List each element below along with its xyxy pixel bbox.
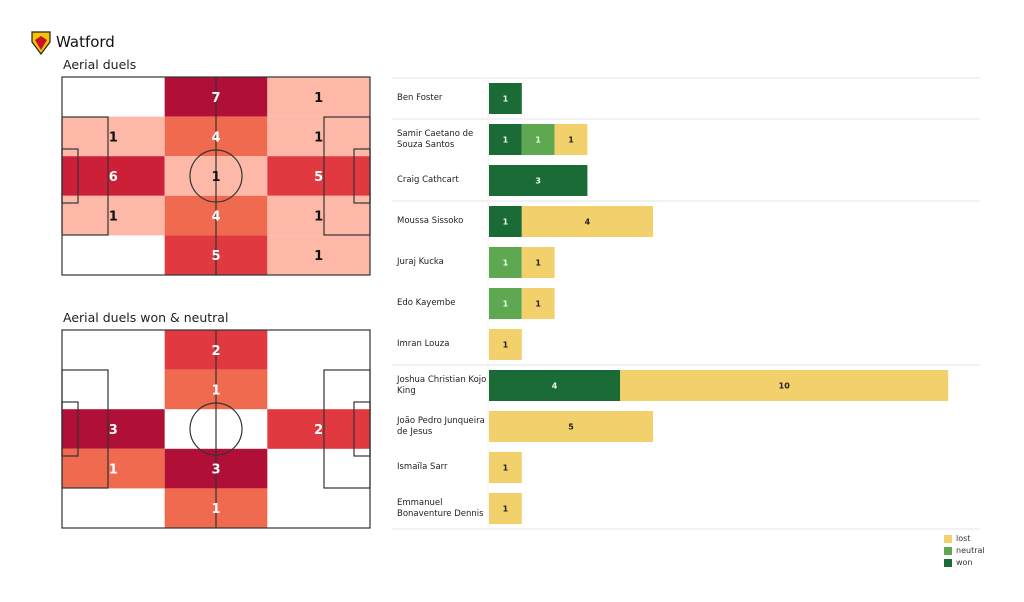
heat-cell bbox=[62, 156, 165, 196]
bar-lost-value: 4 bbox=[585, 218, 591, 227]
bar-neutral-value: 1 bbox=[535, 136, 541, 145]
legend-item-won: won bbox=[944, 558, 973, 567]
bar-lost bbox=[620, 370, 949, 401]
legend-label: won bbox=[956, 558, 973, 567]
bar-won-value: 3 bbox=[535, 177, 541, 186]
heat-cell bbox=[62, 116, 165, 157]
bar-neutral bbox=[521, 124, 555, 155]
bar-lost bbox=[489, 493, 522, 524]
heat-cell-value: 4 bbox=[211, 210, 220, 225]
bar-lost-value: 1 bbox=[535, 300, 541, 309]
heat-cell-value: 5 bbox=[314, 170, 323, 185]
bar-lost bbox=[521, 206, 653, 237]
player-name: Joshua Christian Kojo King bbox=[397, 374, 487, 396]
bar-lost-value: 1 bbox=[503, 505, 509, 514]
bar-neutral bbox=[489, 288, 522, 319]
player-name: Imran Louza bbox=[397, 338, 450, 349]
legend-swatch bbox=[944, 558, 952, 567]
left-six-yard-box bbox=[61, 148, 79, 204]
heat-cell-value: 6 bbox=[109, 170, 118, 185]
heat-cell-value: 3 bbox=[109, 423, 118, 438]
heat-cell-value: 1 bbox=[314, 249, 323, 264]
player-name: Edo Kayembe bbox=[397, 297, 456, 308]
legend-swatch bbox=[944, 546, 952, 555]
bar-won bbox=[489, 83, 522, 114]
bar-lost bbox=[554, 124, 588, 155]
bar-lost-value: 5 bbox=[568, 423, 574, 432]
heat-cell-value: 1 bbox=[314, 130, 323, 145]
bar-lost bbox=[521, 247, 555, 278]
pitch-title-won-neutral: Aerial duels won & neutral bbox=[63, 310, 229, 325]
bar-neutral-value: 1 bbox=[503, 300, 509, 309]
heat-cell-value: 1 bbox=[109, 210, 118, 225]
heat-cell bbox=[267, 195, 370, 236]
heat-cell-value: 1 bbox=[211, 383, 220, 398]
heat-cell-value: 4 bbox=[211, 130, 220, 145]
bar-won bbox=[489, 165, 588, 196]
player-name: Emmanuel Bonaventure Dennis bbox=[397, 497, 484, 519]
legend-item-neutral: neutral bbox=[944, 546, 985, 555]
heat-cell-value: 1 bbox=[314, 91, 323, 106]
bar-lost-value: 1 bbox=[503, 464, 509, 473]
heat-cell-value: 1 bbox=[109, 130, 118, 145]
heat-cell bbox=[267, 235, 370, 275]
heat-cell-value: 1 bbox=[211, 170, 220, 185]
player-name: Moussa Sissoko bbox=[397, 215, 464, 226]
bar-lost bbox=[489, 411, 653, 442]
heat-cell bbox=[62, 195, 165, 236]
pitch-title-aerial-duels: Aerial duels bbox=[63, 57, 137, 72]
heat-cell-value: 3 bbox=[211, 463, 220, 478]
bar-lost-value: 1 bbox=[568, 136, 574, 145]
bar-lost-value: 1 bbox=[535, 259, 541, 268]
bar-neutral-value: 1 bbox=[503, 259, 509, 268]
heat-cell-value: 2 bbox=[211, 344, 220, 359]
left-six-yard-box bbox=[61, 401, 79, 457]
legend-item-lost: lost bbox=[944, 534, 970, 543]
player-name: Ismaïla Sarr bbox=[397, 461, 448, 472]
bar-lost bbox=[489, 452, 522, 483]
heat-cell-value: 7 bbox=[211, 91, 220, 106]
bar-lost-value: 1 bbox=[503, 341, 509, 350]
bar-won bbox=[489, 206, 522, 237]
heat-cell bbox=[62, 448, 165, 489]
player-name: Craig Cathcart bbox=[397, 174, 459, 185]
legend-swatch bbox=[944, 534, 952, 543]
player-name: Ben Foster bbox=[397, 92, 443, 103]
heat-cell bbox=[267, 409, 370, 449]
player-name: João Pedro Junqueira de Jesus bbox=[397, 415, 485, 437]
heat-cell bbox=[267, 156, 370, 196]
bar-won-value: 1 bbox=[503, 95, 509, 104]
legend-label: neutral bbox=[956, 546, 985, 555]
bar-lost bbox=[489, 329, 522, 360]
heat-cell bbox=[62, 409, 165, 449]
bar-lost-value: 10 bbox=[779, 382, 791, 391]
bar-won-value: 1 bbox=[503, 136, 509, 145]
heat-cell bbox=[267, 116, 370, 157]
heat-cell bbox=[267, 77, 370, 117]
legend-label: lost bbox=[956, 534, 971, 543]
right-six-yard-box bbox=[353, 148, 371, 204]
bar-neutral bbox=[489, 247, 522, 278]
bar-lost bbox=[521, 288, 555, 319]
player-name: Samir Caetano de Souza Santos bbox=[397, 128, 474, 150]
heatmap-pitch-won-neutral: 2 1 3 2 1 3 1 bbox=[61, 329, 371, 529]
right-six-yard-box bbox=[353, 401, 371, 457]
team-name: Watford bbox=[56, 33, 115, 51]
heat-cell-value: 5 bbox=[211, 249, 220, 264]
watford-crest-icon bbox=[31, 31, 51, 55]
bar-won bbox=[489, 370, 621, 401]
bar-won-value: 1 bbox=[503, 218, 509, 227]
heat-cell-value: 1 bbox=[211, 502, 220, 517]
centre-circle bbox=[189, 402, 243, 456]
heat-cell-value: 1 bbox=[314, 210, 323, 225]
heat-cell-value: 1 bbox=[109, 463, 118, 478]
heatmap-pitch-aerial-duels: 7 1 1 4 1 6 1 5 1 4 1 5 1 bbox=[61, 76, 371, 276]
centre-circle bbox=[189, 149, 243, 203]
bar-won-value: 4 bbox=[552, 382, 558, 391]
player-name: Juraj Kucka bbox=[397, 256, 444, 267]
bar-won bbox=[489, 124, 522, 155]
heat-cell-value: 2 bbox=[314, 423, 323, 438]
